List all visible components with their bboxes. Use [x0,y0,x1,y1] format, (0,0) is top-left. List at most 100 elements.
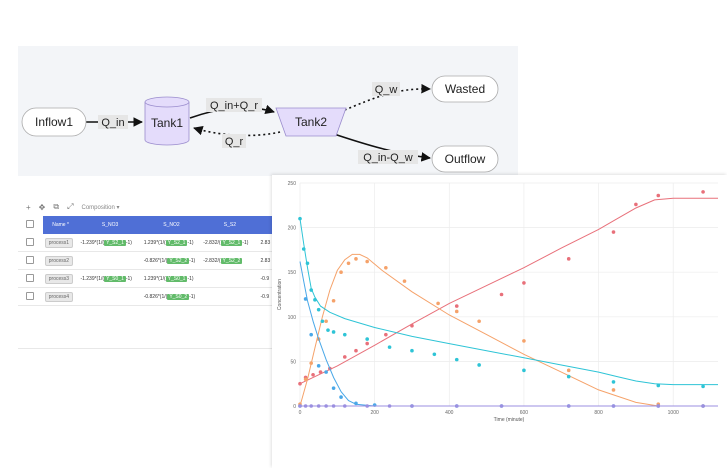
svg-text:Tank1: Tank1 [151,116,183,130]
series-4-data-point [316,404,321,408]
parameter-tag[interactable]: Y_S2_1 [220,239,243,246]
stoichiometry-cell[interactable] [201,269,259,288]
row-checkbox[interactable] [18,251,43,270]
table-row[interactable]: process2 -0.826*(1/(Y_S2_2 -1) -2.832/(Y_S2… [18,251,278,270]
node-tank1[interactable]: Tank1 [144,96,190,146]
parameter-tag[interactable]: Y_S0_2 [167,293,190,300]
edge-tank1-tank2[interactable]: Q_in+Q_r [189,98,275,119]
stoichiometry-cell[interactable]: -0.826*(1/(Y_S2_2 -1) [141,251,202,270]
row-checkbox[interactable] [18,269,43,288]
series-3-data-point [309,332,313,337]
move-icon[interactable]: ✥ [38,202,46,212]
row-name-cell[interactable]: process2 [42,251,79,270]
series-1-data-point [566,368,571,373]
series-2-data-point [313,298,317,302]
node-tank2[interactable]: Tank2 [275,107,347,137]
stoichiometry-cell[interactable]: -1.239*(1/(Y_S2_1 -1) [78,234,142,252]
composition-dropdown[interactable]: Composition ▾ [82,204,120,211]
row-checkbox[interactable] [18,287,43,306]
formula-prefix: -0.9 [260,293,270,300]
stoichiometry-cell[interactable]: -2.832/(Y_S2_1 -1) [201,234,259,252]
x-tick-label: 1000 [668,410,679,416]
edge-tank2-outflow[interactable]: Q_in-Q_w [333,133,431,164]
node-wasted[interactable]: Wasted [431,75,499,103]
series-2-data-point [320,319,325,324]
series-0-data-point [384,332,388,337]
series-2-data-point [410,348,414,353]
node-outflow[interactable]: Outflow [431,145,499,173]
x-tick-label: 0 [299,410,302,416]
parameter-tag[interactable]: Y_S0_1 [165,275,188,282]
edge-inflow1-tank1[interactable]: Q_in [86,115,143,129]
svg-text:Outflow: Outflow [445,152,486,166]
row-checkbox[interactable] [18,234,43,252]
formula-suffix: -1) [242,239,249,246]
series-0-data-point [611,230,616,234]
series-3-data-point [324,370,328,374]
parameter-tag[interactable]: Y_S0_1 [104,275,126,282]
table-row[interactable]: process3 -1.239*(1/(Y_S0_1 -1) 1.239*(1/(Y_… [18,269,278,288]
series-2-data-point [305,261,310,266]
series-2-data-point [522,368,526,373]
formula-prefix: -1.239*(1/( [80,239,105,246]
row-name-cell[interactable]: process4 [42,287,79,306]
stoichiometry-cell[interactable]: 1.239*(1/(Y_S2_1 -1) [141,234,202,252]
edge-tank2-tank1[interactable]: Q_r [193,125,281,148]
series-2-data-point [454,357,459,362]
formula-suffix: -1) [187,275,194,282]
chevron-down-icon: ▾ [116,204,120,211]
series-1-data-point [346,261,351,266]
parameter-tag[interactable]: Y_S2_2 [167,257,190,264]
stoichiometry-cell[interactable]: 1.239*(1/(Y_S0_1 -1) [141,269,202,288]
series-4-data-point [303,404,308,408]
composition-dropdown-label: Composition [81,204,115,211]
x-tick-label: 600 [520,410,529,416]
series-2-data-point [566,374,571,379]
stoichiometry-cell[interactable] [78,251,142,270]
column-header-s-no3[interactable]: S_NO3 [78,216,142,234]
composition-table-panel: + ✥ ⧉ ⤢ Composition ▾ Name * S_NO3 S_NO2… [18,196,278,356]
copy-icon[interactable]: ⧉ [53,202,60,211]
series-1-data-point [384,265,388,270]
table-row[interactable]: process4 -0.826*(1/(Y_S0_2 -1) -0.9 [18,287,278,306]
column-header-name[interactable]: Name * [42,216,79,234]
stoichiometry-cell[interactable]: -1.239*(1/(Y_S0_1 -1) [78,269,142,288]
formula-prefix: 1.239*(1/( [143,275,166,282]
row-name-cell[interactable]: process1 [42,234,79,252]
node-inflow1[interactable]: Inflow1 [21,107,87,137]
edge-tank2-wasted[interactable]: Q_w [339,82,431,113]
y-axis-title: Concentration [277,279,283,310]
stoichiometry-cell[interactable] [201,287,259,306]
stoichiometry-cell[interactable]: -2.832/(Y_S2_2 [201,251,259,270]
x-axis-title: Time (minute) [494,417,525,423]
process-name: process1 [44,237,74,248]
column-header-s-s2[interactable]: S_S2 [201,216,259,234]
y-tick-label: 0 [293,404,296,410]
series-2-data-point [432,352,437,357]
column-header-s-no2[interactable]: S_NO2 [141,216,202,234]
parameter-tag[interactable]: Y_S2_1 [104,239,126,246]
series-2-data-point [477,363,481,367]
select-all-checkbox[interactable] [18,216,43,234]
series-4-data-point [566,404,571,408]
table-row[interactable]: process1 -1.239*(1/(Y_S2_1 -1) 1.239*(1/(Y_… [18,234,278,252]
parameter-tag[interactable]: Y_S2_1 [165,239,188,246]
edge-label-q-r: Q_r [225,136,244,148]
stoichiometry-cell[interactable] [78,287,142,306]
formula-prefix: -0.826*(1/( [143,257,168,264]
expand-icon[interactable]: ⤢ [67,202,74,211]
series-0-data-point [318,370,323,374]
flow-diagram-canvas: Q_in Q_in+Q_r Q_r Q_w Q_in-Q_w Inflow1 [21,75,499,173]
series-4-data-point [701,404,705,408]
edge-label-q-w: Q_w [375,84,398,96]
parameter-tag[interactable]: Y_S2_2 [220,257,243,264]
process-name: process2 [44,255,74,266]
svg-text:Tank2: Tank2 [295,115,327,129]
series-4-data-point [387,404,392,408]
series-2-data-point [365,337,369,341]
row-name-cell[interactable]: process3 [42,269,79,288]
series-2-data-point [326,328,330,332]
add-icon[interactable]: + [26,202,31,212]
stoichiometry-cell[interactable]: -0.826*(1/(Y_S0_2 -1) [141,287,202,306]
formula-suffix: -1) [189,293,196,300]
